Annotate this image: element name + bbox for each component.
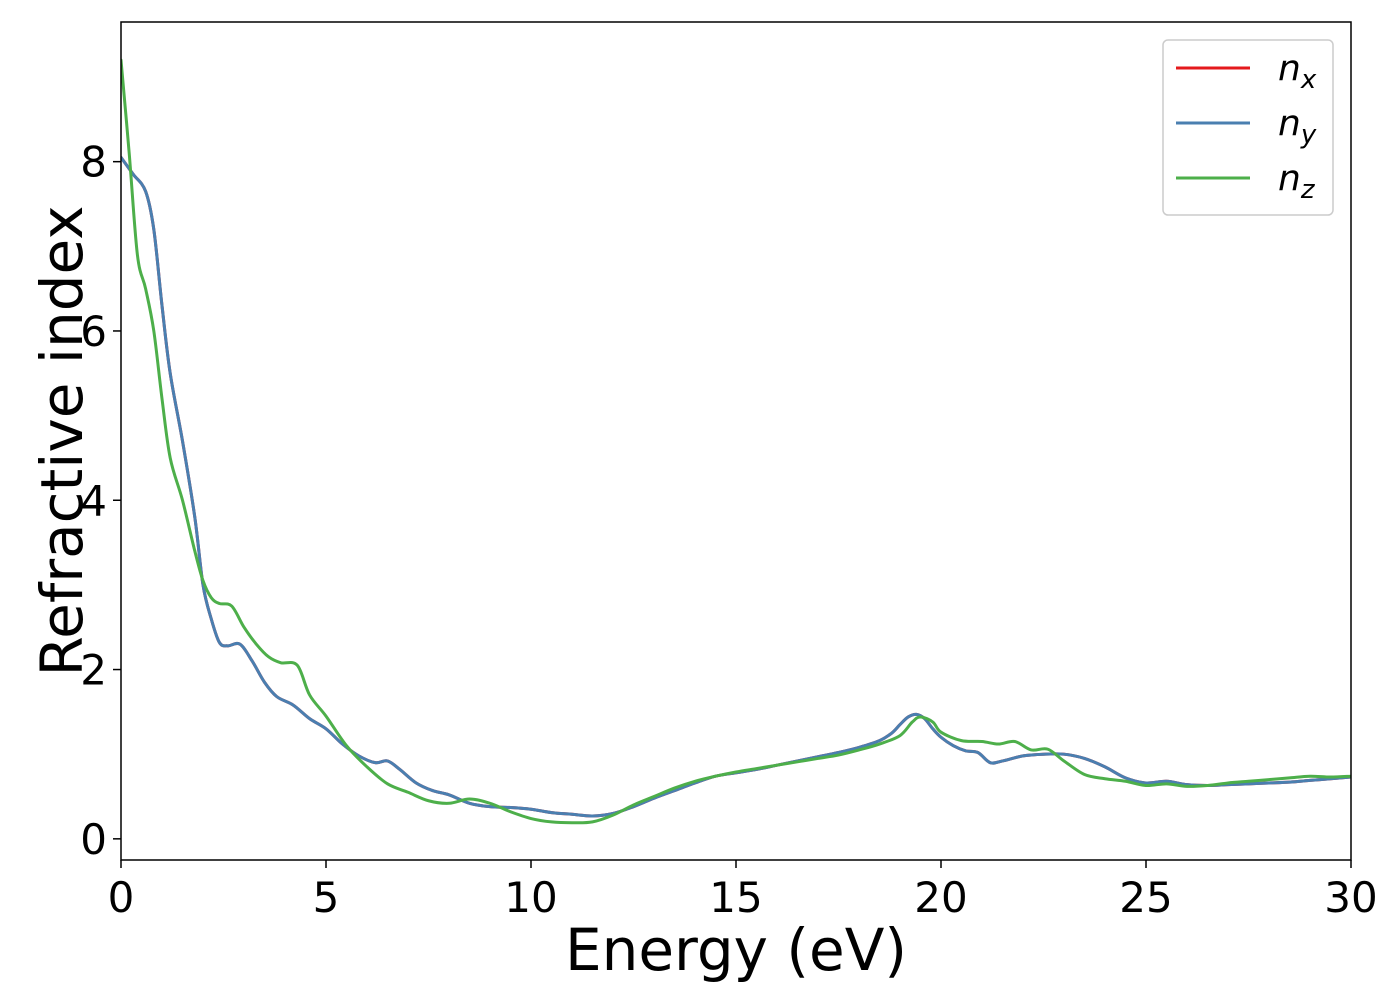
y-axis-label: Refractive index: [28, 205, 96, 676]
legend-label-name: n: [1278, 103, 1301, 144]
y-axis-ticks: 0 2 4 6 8: [80, 138, 121, 864]
x-tick-label: 5: [313, 873, 340, 922]
legend-label: nx: [1278, 48, 1317, 95]
legend-label-name: n: [1278, 158, 1301, 199]
x-tick-label: 15: [709, 873, 762, 922]
x-tick-label: 0: [108, 873, 135, 922]
x-axis-label: Energy (eV): [565, 916, 907, 984]
series-line-nz: [121, 58, 1351, 825]
y-tick-label: 6: [80, 307, 107, 356]
x-tick-label: 25: [1119, 873, 1172, 922]
y-tick-label: 8: [80, 138, 107, 187]
legend-label-subscript: y: [1300, 120, 1317, 150]
plot-area: [121, 58, 1351, 825]
y-tick-label: 4: [80, 476, 107, 525]
x-tick-label: 30: [1324, 873, 1377, 922]
legend-label: ny: [1278, 103, 1317, 150]
y-tick-label: 2: [80, 646, 107, 695]
legend-label-name: n: [1278, 48, 1301, 89]
series-line-ny: [121, 155, 1351, 818]
x-axis-ticks: 0 5 10 15 20 25 30: [108, 860, 1378, 922]
y-tick-label: 0: [80, 815, 107, 864]
legend-label-subscript: z: [1300, 175, 1316, 205]
x-tick-label: 20: [914, 873, 967, 922]
x-tick-label: 10: [504, 873, 557, 922]
legend-label: nz: [1278, 158, 1316, 205]
legend-label-subscript: x: [1300, 65, 1317, 95]
legend-box: [1162, 39, 1334, 216]
